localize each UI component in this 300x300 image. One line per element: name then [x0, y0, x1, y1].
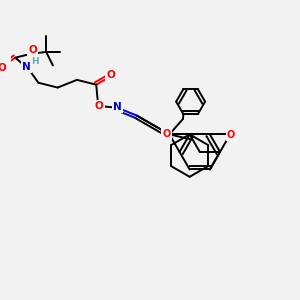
Text: N: N: [113, 102, 122, 112]
Text: O: O: [106, 70, 115, 80]
Text: O: O: [162, 129, 171, 140]
Text: O: O: [0, 63, 6, 73]
Text: O: O: [227, 130, 235, 140]
Text: O: O: [95, 101, 103, 111]
Text: N: N: [22, 62, 31, 72]
Text: O: O: [28, 45, 37, 55]
Text: H: H: [31, 57, 38, 66]
